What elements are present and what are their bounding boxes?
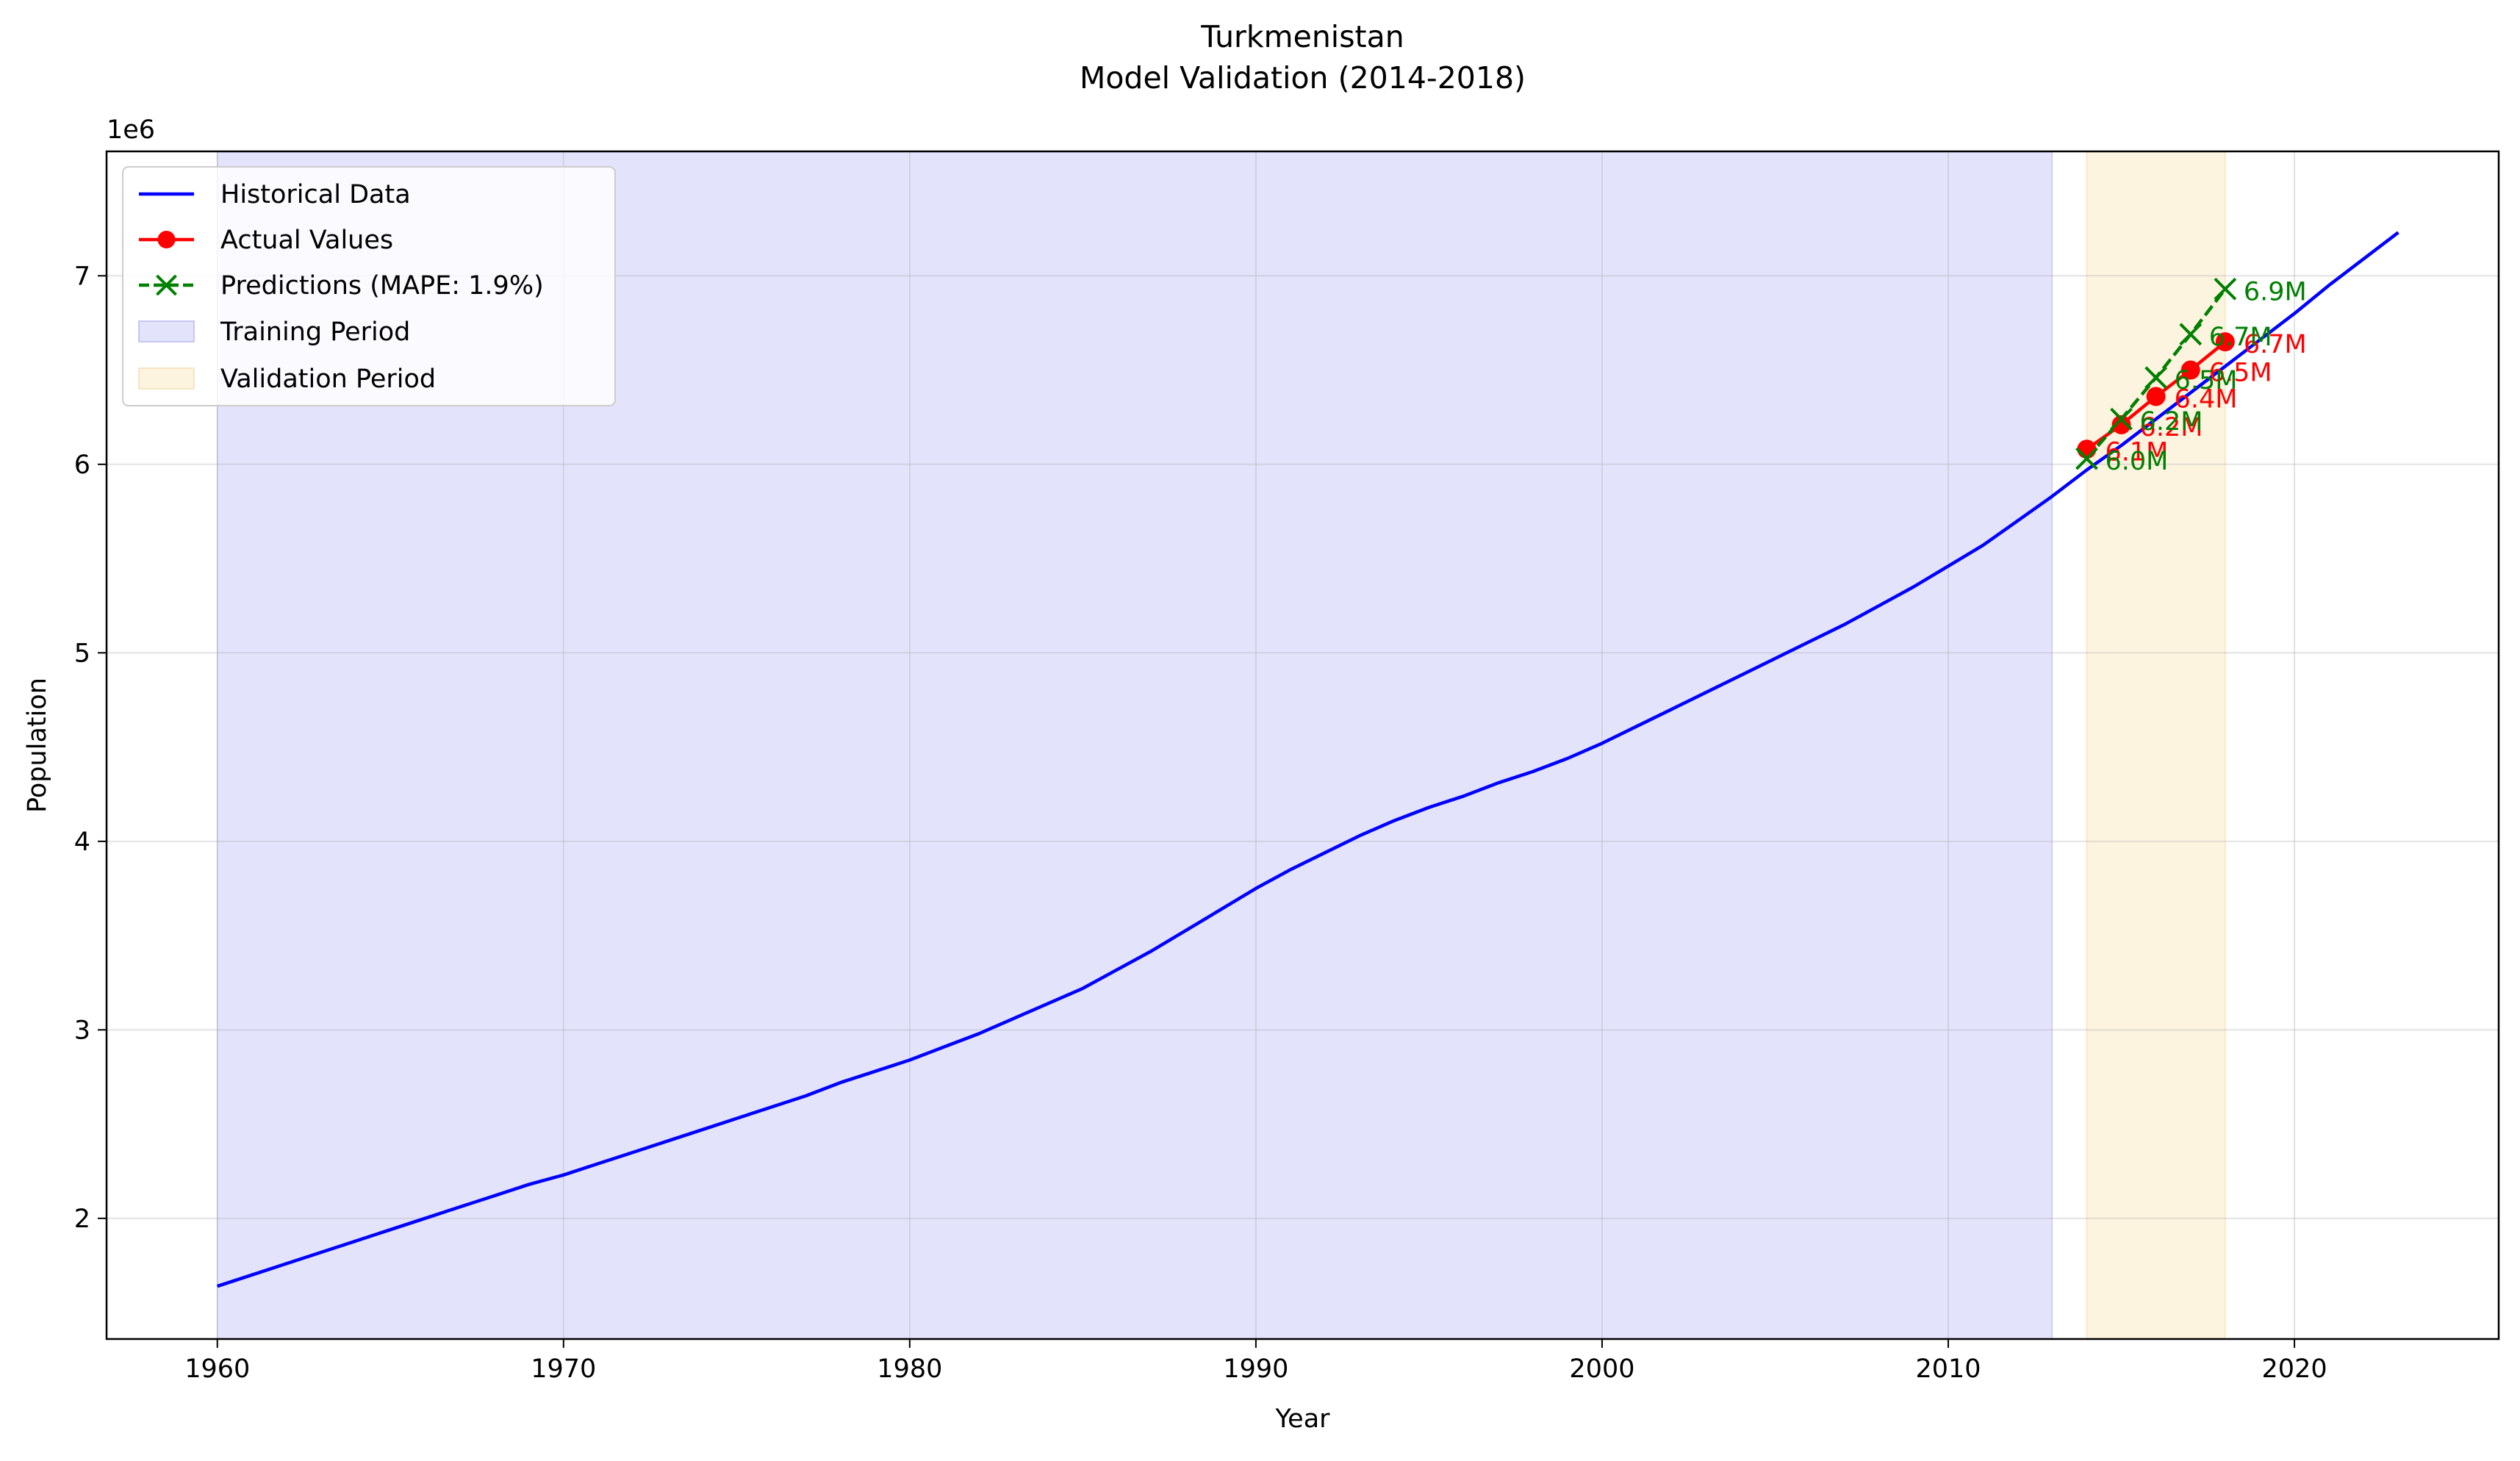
prediction-point — [2144, 366, 2168, 390]
prediction-point — [2179, 323, 2203, 346]
gridlines — [107, 151, 2499, 1339]
marker-stroke — [2110, 407, 2133, 431]
x-tick-label: 2020 — [2262, 1354, 2327, 1384]
validation-period-region — [2086, 151, 2226, 1340]
legend-item: Predictions (MAPE: 1.9%) — [139, 271, 544, 301]
prediction-point — [2075, 447, 2098, 470]
legend-item: Training Period — [138, 317, 410, 347]
actual-value-label: 6.1M — [2105, 437, 2168, 467]
chart-subtitle: Model Validation (2014-2018) — [1080, 60, 1526, 96]
legend-item: Actual Values — [139, 226, 393, 255]
legend-label: Historical Data — [220, 180, 411, 209]
prediction-value-label: 6.2M — [2140, 407, 2203, 437]
x-tick-label: 2000 — [1569, 1354, 1634, 1384]
legend: Historical Data Actual Values Predictions … — [122, 166, 616, 406]
actual-value-label: 6.2M — [2140, 413, 2203, 442]
x-axis-label: Year — [1274, 1404, 1330, 1434]
legend-item: Historical Data — [139, 180, 411, 209]
historical-data-line — [217, 231, 2399, 1288]
prediction-value-label: 6.9M — [2244, 277, 2307, 306]
prediction-point — [2110, 407, 2133, 431]
y-axis-ticks: 2 3 4 5 6 7 — [74, 262, 107, 1234]
prediction-point — [2214, 277, 2237, 301]
actual-value-point — [2215, 332, 2235, 352]
y-axis-offset-label: 1e6 — [107, 115, 155, 145]
marker-stroke — [2214, 277, 2237, 301]
point-annotations: 6.1M6.2M6.4M6.5M6.7M6.0M6.2M6.5M6.7M6.9M — [2105, 277, 2306, 476]
y-tick-label: 5 — [74, 639, 90, 668]
marker-stroke — [2075, 447, 2098, 470]
x-axis-ticks: 1960 1970 1980 1990 2000 2010 2020 — [184, 1339, 2327, 1384]
chart-title: Turkmenistan — [1200, 19, 1404, 54]
y-axis-label: Population — [23, 678, 52, 813]
actual-value-label: 6.4M — [2175, 384, 2238, 414]
y-tick-label: 6 — [74, 450, 90, 480]
legend-patch-swatch — [138, 320, 195, 342]
legend-label: Actual Values — [220, 226, 393, 255]
actual-value-label: 6.7M — [2244, 330, 2307, 359]
marker-stroke — [2144, 366, 2168, 390]
legend-label: Validation Period — [220, 365, 436, 394]
prediction-value-label: 6.0M — [2105, 447, 2168, 476]
x-tick-label: 2010 — [1915, 1354, 1981, 1384]
y-tick-label: 2 — [74, 1205, 90, 1234]
actual-value-point — [2146, 387, 2166, 406]
actual-value-point — [2111, 414, 2131, 434]
x-tick-label: 1960 — [184, 1354, 250, 1384]
x-tick-label: 1990 — [1223, 1354, 1288, 1384]
prediction-value-label: 6.7M — [2209, 323, 2272, 352]
y-tick-label: 4 — [74, 828, 90, 857]
legend-marker — [156, 274, 177, 296]
prediction-value-label: 6.5M — [2175, 366, 2238, 395]
legend-item: Validation Period — [138, 365, 436, 394]
legend-patch-swatch — [138, 367, 195, 390]
x-tick-label: 1970 — [531, 1354, 596, 1384]
legend-label: Training Period — [220, 317, 410, 347]
y-tick-label: 7 — [74, 262, 90, 291]
plot-frame — [105, 150, 2500, 1340]
actual-value-point — [2180, 360, 2200, 380]
y-tick-label: 3 — [74, 1016, 90, 1045]
legend-box — [122, 166, 616, 406]
legend-marker — [157, 231, 176, 248]
legend-label: Predictions (MAPE: 1.9%) — [220, 271, 544, 301]
series-layer — [217, 231, 2399, 1288]
actual-value-label: 6.5M — [2209, 359, 2272, 388]
actual-value-point — [2077, 439, 2097, 459]
x-tick-label: 1980 — [877, 1354, 942, 1384]
marker-stroke — [2179, 323, 2203, 346]
marker-stroke — [156, 274, 177, 296]
